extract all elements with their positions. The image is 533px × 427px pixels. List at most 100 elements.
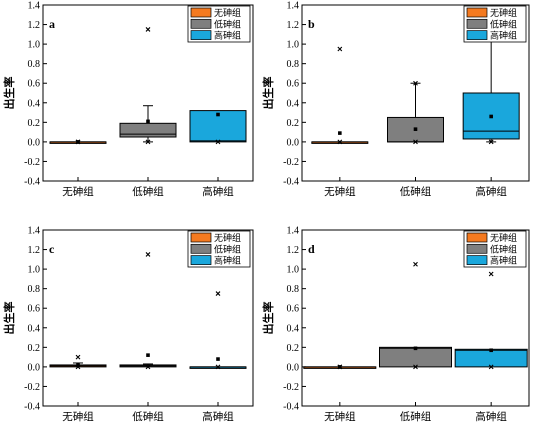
y-tick-label: 1.4 xyxy=(28,226,41,237)
mean-marker xyxy=(413,127,418,131)
y-tick-label: -0.2 xyxy=(24,157,40,168)
y-tick-label: 0.0 xyxy=(287,137,300,148)
maximum-marker xyxy=(145,27,151,32)
mean-marker xyxy=(216,357,220,361)
y-tick-label: -0.2 xyxy=(283,382,299,393)
y-tick-label: 0.2 xyxy=(287,343,300,354)
legend-swatch xyxy=(466,232,488,243)
y-tick-label: 0.6 xyxy=(28,304,41,315)
minimum-marker xyxy=(413,364,418,370)
legend-swatch xyxy=(466,7,488,18)
maximum-marker xyxy=(413,261,418,267)
y-axis-title: 出生率 xyxy=(2,302,16,335)
x-tick-label: 无砷组 xyxy=(324,185,356,198)
minimum-marker xyxy=(413,139,418,145)
x-tick-label: 低砷组 xyxy=(132,410,164,422)
y-tick-label: -0.4 xyxy=(283,402,299,413)
minimum-marker xyxy=(215,364,221,370)
x-tick-label: 高砷组 xyxy=(202,185,234,198)
box-none-arsenic xyxy=(49,139,107,145)
y-tick-label: 0.8 xyxy=(287,59,300,70)
y-tick-label: 1.2 xyxy=(28,20,41,31)
legend-swatch xyxy=(466,243,488,254)
y-tick-label: 0.8 xyxy=(287,284,300,295)
y-tick-label: 0.8 xyxy=(28,284,41,295)
x-tick-label: 低砷组 xyxy=(400,185,432,198)
legend-label: 无砷组 xyxy=(490,232,517,243)
legend-label: 低砷组 xyxy=(214,18,241,29)
mean-marker xyxy=(489,348,493,353)
y-tick-label: 0.6 xyxy=(28,79,41,90)
maximum-marker xyxy=(337,46,343,52)
y-tick-label: 0.2 xyxy=(28,343,41,354)
minimum-marker xyxy=(488,364,494,370)
y-axis-title: 出生率 xyxy=(261,77,275,110)
x-tick-label: 高砷组 xyxy=(475,185,507,198)
x-tick-label: 无砷组 xyxy=(62,410,94,422)
box-low-arsenic xyxy=(387,80,444,145)
box-low-arsenic xyxy=(119,252,177,370)
box-high-arsenic xyxy=(189,291,247,370)
legend-label: 无砷组 xyxy=(214,7,241,18)
legend-swatch xyxy=(190,18,212,29)
y-tick-label: 1.4 xyxy=(287,1,300,12)
maximum-marker xyxy=(337,364,343,370)
minimum-marker xyxy=(337,139,343,145)
y-tick-label: 1.2 xyxy=(28,245,41,256)
y-tick-label: 1.0 xyxy=(28,40,41,51)
y-axis-title: 出生率 xyxy=(2,77,16,110)
box-none-arsenic xyxy=(311,46,369,145)
y-tick-label: 1.0 xyxy=(287,265,300,276)
y-tick-label: 0.8 xyxy=(28,59,41,70)
legend-swatch xyxy=(190,232,212,243)
y-tick-label: -0.2 xyxy=(24,382,40,393)
y-tick-label: 1.4 xyxy=(287,226,300,237)
minimum-marker xyxy=(215,139,221,145)
mean-marker xyxy=(146,353,150,357)
y-tick-label: 1.0 xyxy=(287,40,300,51)
panel-label: a xyxy=(49,17,55,31)
legend-label: 高砷组 xyxy=(490,30,517,41)
legend-swatch xyxy=(190,255,212,265)
panel-label: d xyxy=(308,242,315,256)
iqr-box xyxy=(379,346,452,368)
box-high-arsenic xyxy=(189,27,247,145)
mean-marker xyxy=(216,112,220,117)
box-none-arsenic xyxy=(303,364,377,370)
y-tick-label: 0.0 xyxy=(28,362,41,373)
y-axis-title: 出生率 xyxy=(261,302,275,335)
legend-swatch xyxy=(466,30,488,40)
y-tick-label: -0.4 xyxy=(283,177,299,188)
y-tick-label: 1.2 xyxy=(287,20,300,31)
x-tick-label: 无砷组 xyxy=(324,410,356,422)
y-tick-label: -0.4 xyxy=(24,177,40,188)
maximum-marker xyxy=(75,354,81,360)
maximum-marker xyxy=(145,252,151,257)
legend-swatch xyxy=(190,30,212,40)
legend-label: 无砷组 xyxy=(214,232,241,243)
y-tick-label: 0.4 xyxy=(287,98,300,109)
legend-label: 高砷组 xyxy=(490,255,517,266)
legend-label: 低砷组 xyxy=(490,18,517,29)
y-tick-label: 0.2 xyxy=(28,118,41,129)
mean-marker xyxy=(413,346,418,351)
mean-marker xyxy=(338,131,342,135)
maximum-marker xyxy=(488,271,494,277)
minimum-marker xyxy=(145,364,151,370)
y-tick-label: -0.4 xyxy=(24,402,40,413)
panel-label: b xyxy=(308,17,315,31)
maximum-marker xyxy=(75,139,81,145)
mean-marker xyxy=(76,363,80,367)
x-tick-label: 高砷组 xyxy=(202,410,234,422)
panel-label: c xyxy=(49,242,55,256)
y-tick-label: 1.0 xyxy=(28,265,41,276)
y-tick-label: 0.0 xyxy=(287,362,300,373)
